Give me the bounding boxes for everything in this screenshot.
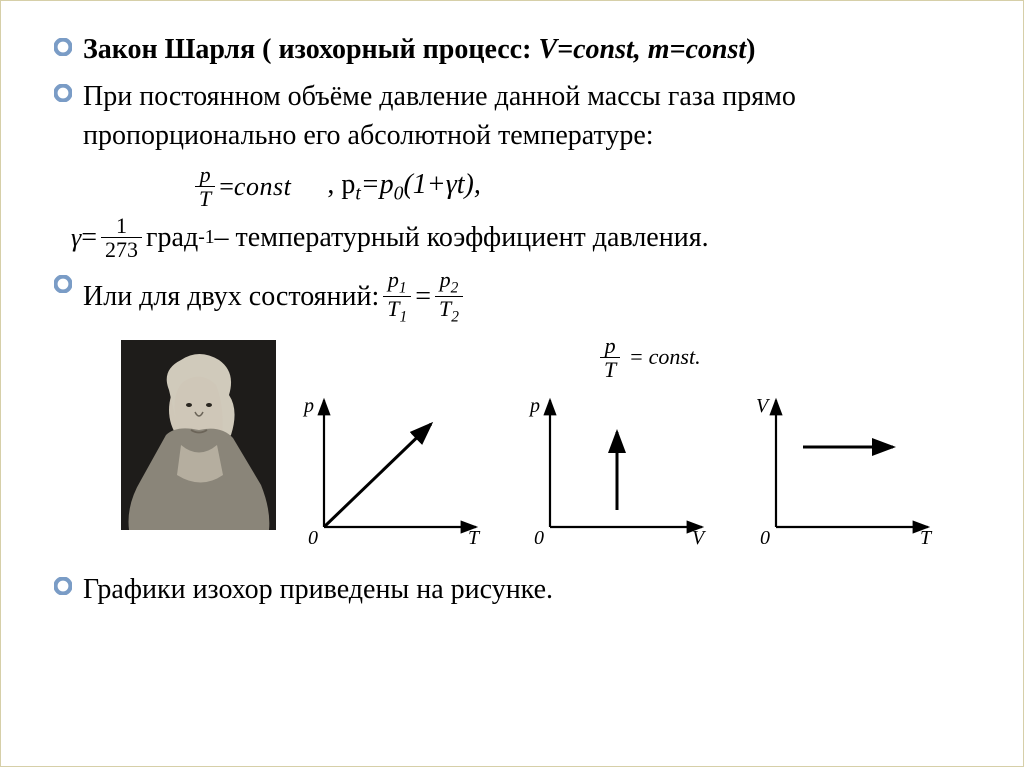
svg-text:p: p — [528, 395, 540, 417]
charts-block: p T = const. — [296, 340, 983, 552]
para1-text: При постоянном объёме давление данной ма… — [83, 77, 983, 155]
figure-area: p T = const. — [121, 340, 983, 552]
svg-text:0: 0 — [534, 527, 544, 547]
para2-text: Или для двух состояний: p1 T1 = p2 T2 — [83, 268, 983, 326]
frac-p2-T2: p2 T2 — [435, 268, 463, 326]
svg-text:0: 0 — [760, 527, 770, 547]
bullet-icon — [51, 81, 75, 105]
portrait-image — [121, 340, 276, 530]
fraction-p-over-T: p T — [195, 163, 215, 210]
chart-pT: p 0 T — [296, 392, 486, 552]
gamma-row: γ = 1 273 град-1 – температурный коэффиц… — [43, 214, 983, 261]
chart-row: p 0 T p 0 V — [296, 392, 983, 552]
const-equation: p T = const. — [596, 334, 701, 381]
svg-text:V: V — [692, 527, 707, 547]
frac-p1-T1: p1 T1 — [383, 268, 411, 326]
formula1: p T = const , pt=p0(1+γt), — [191, 163, 983, 210]
para1-row: При постоянном объёме давление данной ма… — [51, 77, 983, 155]
title-text: Закон Шарля ( изохорный процесс: V=const… — [83, 31, 983, 69]
bullet-icon — [51, 272, 75, 296]
xlabel: T — [468, 527, 481, 547]
title-row: Закон Шарля ( изохорный процесс: V=const… — [51, 31, 983, 69]
chart-pV: p 0 V — [522, 392, 712, 552]
para2-row: Или для двух состояний: p1 T1 = p2 T2 — [51, 268, 983, 326]
svg-text:V: V — [756, 395, 771, 417]
svg-text:T: T — [920, 527, 933, 547]
last-text: Графики изохор приведены на рисунке. — [83, 570, 983, 609]
bullet-icon — [51, 35, 75, 59]
fraction-1-273: 1 273 — [101, 214, 142, 261]
law-name: Закон Шарля — [83, 34, 255, 65]
chart-VT: V 0 T — [748, 392, 938, 552]
bullet-icon — [51, 574, 75, 598]
ylabel: p — [302, 395, 314, 417]
origin: 0 — [308, 527, 318, 547]
last-row: Графики изохор приведены на рисунке. — [51, 570, 983, 609]
